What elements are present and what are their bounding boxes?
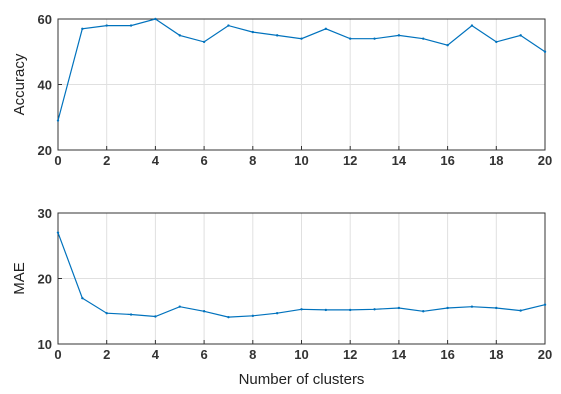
data-point xyxy=(324,27,328,31)
y-axis-label: MAE xyxy=(11,262,28,295)
data-point xyxy=(275,312,279,315)
mae-subplot: 0 2 4 6 8 10 12 14 16 18 20 10 20 30 MAE Number of clus… xyxy=(11,206,552,388)
data-point xyxy=(397,306,401,310)
data-point xyxy=(56,119,60,122)
data-point xyxy=(81,27,84,31)
data-point xyxy=(349,308,352,312)
x-tick-label: 6 xyxy=(200,347,207,362)
data-point xyxy=(519,34,522,37)
y-tick-label: 20 xyxy=(38,272,52,287)
data-point xyxy=(227,24,230,27)
data-point xyxy=(251,314,254,318)
x-tick-label: 12 xyxy=(343,153,357,168)
data-point xyxy=(495,306,498,310)
data-point xyxy=(349,37,352,40)
x-tick-label: 2 xyxy=(103,153,110,168)
y-tick-label: 60 xyxy=(38,12,52,27)
x-tick-label: 8 xyxy=(249,153,256,168)
x-tick-label: 0 xyxy=(54,347,61,362)
x-tick-label: 4 xyxy=(152,347,160,362)
x-tick-label: 20 xyxy=(538,153,552,168)
data-point xyxy=(105,312,108,315)
data-point xyxy=(56,231,60,234)
data-point xyxy=(275,34,279,37)
data-point xyxy=(300,37,303,40)
x-tick-label: 14 xyxy=(392,153,407,168)
x-tick-label: 4 xyxy=(152,153,160,168)
data-point xyxy=(300,308,303,311)
x-tick-label: 16 xyxy=(440,153,454,168)
y-tick-label: 40 xyxy=(38,78,52,93)
data-point xyxy=(202,310,206,313)
data-point xyxy=(324,308,328,312)
data-point xyxy=(519,309,522,312)
data-point xyxy=(446,306,449,310)
x-tick-label: 16 xyxy=(440,347,454,362)
y-axis-label: Accuracy xyxy=(11,53,28,115)
data-point xyxy=(105,24,108,27)
data-point xyxy=(373,37,376,40)
data-point xyxy=(543,303,547,306)
x-tick-label: 14 xyxy=(392,347,407,362)
x-tick-label: 2 xyxy=(103,347,110,362)
data-point xyxy=(129,313,133,316)
y-tick-label: 20 xyxy=(38,143,52,158)
data-point xyxy=(422,37,425,40)
x-tick-label: 18 xyxy=(489,153,503,168)
x-tick-label: 8 xyxy=(249,347,256,362)
data-point xyxy=(129,24,133,27)
data-point xyxy=(178,305,181,308)
x-tick-label: 12 xyxy=(343,347,357,362)
x-tick-label: 10 xyxy=(294,153,308,168)
data-point xyxy=(373,308,376,311)
data-point xyxy=(154,17,157,21)
data-point xyxy=(422,310,425,313)
data-point xyxy=(446,44,449,47)
data-point xyxy=(470,24,474,27)
x-tick-label: 20 xyxy=(538,347,552,362)
x-tick-label: 10 xyxy=(294,347,308,362)
x-tick-label: 6 xyxy=(200,153,207,168)
data-point xyxy=(251,30,254,34)
x-tick-label: 0 xyxy=(54,153,61,168)
data-point xyxy=(227,315,230,319)
data-point xyxy=(470,305,474,308)
data-point xyxy=(543,50,547,53)
x-axis-label: Number of clusters xyxy=(239,371,365,388)
data-point xyxy=(81,296,84,300)
data-point xyxy=(397,34,401,37)
y-tick-label: 30 xyxy=(38,206,52,221)
data-point xyxy=(178,34,181,37)
x-tick-label: 18 xyxy=(489,347,503,362)
data-point xyxy=(495,40,498,44)
data-point xyxy=(154,315,157,318)
data-point xyxy=(202,40,206,44)
accuracy-subplot: 0 2 4 6 8 10 12 14 16 18 20 20 40 60 Accuracy xyxy=(11,12,552,168)
y-tick-label: 10 xyxy=(38,337,52,352)
